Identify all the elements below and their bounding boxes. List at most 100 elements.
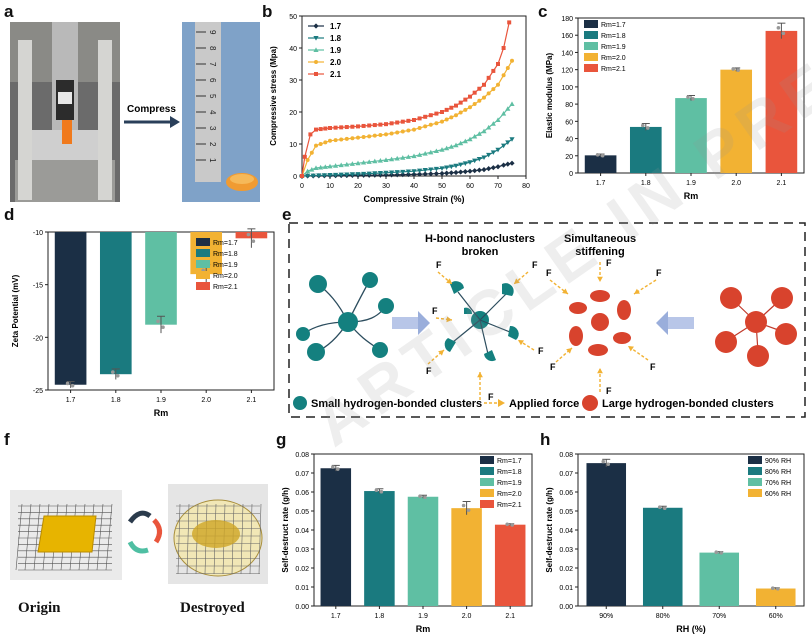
legend-swatch [584, 20, 598, 28]
bar [407, 496, 439, 606]
series-marker [490, 150, 496, 155]
y-tick-label: -15 [33, 283, 43, 290]
bar [364, 491, 395, 606]
series-marker [378, 122, 383, 127]
ruler-number: 2 [208, 142, 217, 147]
series-marker [333, 125, 338, 130]
data-point [116, 373, 120, 378]
series-marker [433, 171, 439, 177]
series-marker [453, 163, 459, 169]
data-point [461, 503, 466, 508]
label-stiff-line2: stiffening [575, 246, 625, 258]
y-tick-label: 60 [565, 119, 573, 126]
data-point [161, 325, 165, 330]
series-marker [501, 162, 507, 168]
data-point [601, 459, 606, 464]
panel-letter-a: a [4, 2, 14, 21]
y-tick-label: 0.00 [559, 604, 573, 611]
legend-swatch [584, 31, 598, 39]
y-tick-label: 20 [289, 110, 297, 117]
series-marker [313, 23, 319, 29]
series-marker [505, 106, 511, 111]
series-marker [406, 118, 411, 123]
series-marker [417, 116, 422, 121]
series-marker [349, 161, 355, 166]
y-tick-label: 40 [289, 46, 297, 53]
series-marker [423, 114, 428, 119]
series-marker [481, 155, 487, 161]
data-point [336, 467, 340, 471]
bar [145, 232, 177, 325]
legend-swatch [480, 489, 494, 497]
bar [699, 552, 740, 606]
series-marker [400, 169, 406, 175]
chart-h-self-destruct-rh: 0.00 0.01 0.02 0.03 0.04 0.05 0.06 0.07 0.08 90% 8… [545, 452, 805, 634]
series-marker [405, 169, 411, 175]
series-marker [389, 131, 394, 136]
y-tick-label: 40 [565, 137, 573, 144]
force-label: F [426, 366, 432, 376]
series-marker [509, 101, 515, 106]
series-marker [448, 170, 454, 176]
force-arrow-head [566, 348, 572, 354]
x-tick-label: 2.0 [201, 397, 211, 404]
series-marker [367, 123, 372, 128]
x-tick-label: 1.7 [66, 397, 76, 404]
series-marker [314, 127, 318, 132]
series-marker [361, 134, 366, 139]
series-marker [322, 164, 328, 169]
data-point [606, 462, 611, 467]
series-marker [428, 171, 434, 177]
panel-letter-d: d [4, 205, 15, 224]
x-tick-label: 90% [599, 613, 613, 620]
data-point [331, 465, 335, 469]
series-marker [509, 137, 515, 142]
chart-c-elastic-modulus: 0 20 40 60 80 100 120 140 160 180 1.7 1.8 1.9 2.0 2.1 R… [545, 16, 805, 201]
ruler-number: 7 [208, 62, 217, 67]
legend-small-cluster-icon [293, 396, 307, 410]
series-marker [486, 91, 491, 96]
grid-line [249, 503, 253, 575]
data-point [423, 495, 427, 500]
small-cluster-network [296, 272, 394, 361]
legend-label: 80% RH [765, 469, 791, 476]
data-point [70, 383, 75, 388]
legend-label: Rm=1.9 [213, 262, 238, 269]
legend-force-label: Applied force [509, 398, 579, 410]
series-marker [339, 125, 344, 130]
force-arrow-head [446, 316, 452, 323]
ruler-number: 1 [208, 158, 217, 163]
series-marker [433, 148, 439, 154]
series-line [301, 60, 513, 177]
series-marker [383, 157, 389, 162]
y-tick-label: 0.02 [559, 566, 573, 573]
series-marker [458, 100, 463, 105]
x-tick-label: 60% [769, 613, 783, 620]
y-tick-label: 0.08 [559, 452, 573, 459]
series-2-1 [300, 20, 512, 178]
legend-label: Rm=1.7 [601, 22, 626, 29]
x-axis-label: Compressive Strain (%) [363, 194, 464, 204]
y-tick-label: 50 [289, 14, 297, 21]
series-marker [472, 102, 477, 106]
x-tick-label: 1.9 [686, 180, 696, 187]
series-marker [389, 170, 395, 176]
series-marker [422, 171, 428, 177]
series-marker [444, 145, 450, 151]
data-point [731, 67, 735, 71]
legend-swatch [480, 478, 494, 486]
data-point [466, 508, 471, 512]
series-marker [313, 47, 319, 52]
force-arrow-head [477, 372, 483, 378]
ruler-number: 5 [208, 94, 217, 99]
legend-large-label: Large hydrogen-bonded clusters [602, 398, 774, 410]
y-tick-label: 0.07 [559, 471, 573, 478]
series-marker [454, 103, 458, 108]
series-marker [434, 121, 439, 126]
series-marker [505, 140, 511, 145]
series-marker [490, 121, 496, 126]
y-tick-label: 0.03 [559, 547, 573, 554]
legend-swatch [748, 489, 762, 497]
x-tick-label: 40 [410, 183, 418, 190]
x-tick-label: 50 [438, 183, 446, 190]
